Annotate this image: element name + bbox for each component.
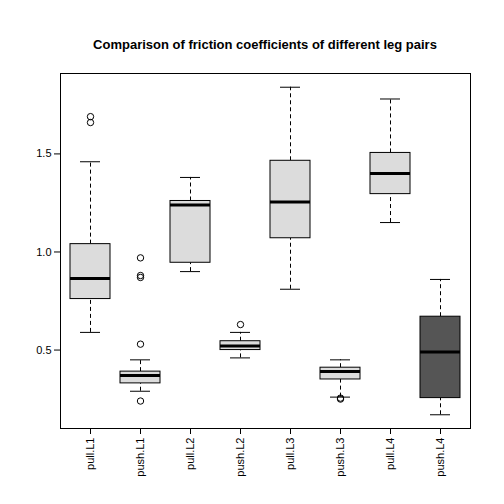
svg-text:push.L1: push.L1 [134, 438, 146, 477]
svg-text:pull.L1: pull.L1 [84, 438, 96, 470]
svg-text:pull.L3: pull.L3 [284, 438, 296, 470]
html-text:Comparison of friction coeffic: Comparison of friction coefficients of d… [93, 37, 437, 52]
svg-text:0.5: 0.5 [36, 344, 51, 356]
svg-text:push.L4: push.L4 [434, 438, 446, 477]
svg-text:push.L3: push.L3 [334, 438, 346, 477]
svg-text:pull.L4: pull.L4 [384, 438, 396, 470]
svg-text:push.L2: push.L2 [234, 438, 246, 477]
svg-text:1.0: 1.0 [36, 246, 51, 258]
svg-text:pull.L2: pull.L2 [184, 438, 196, 470]
svg-text:1.5: 1.5 [36, 147, 51, 159]
